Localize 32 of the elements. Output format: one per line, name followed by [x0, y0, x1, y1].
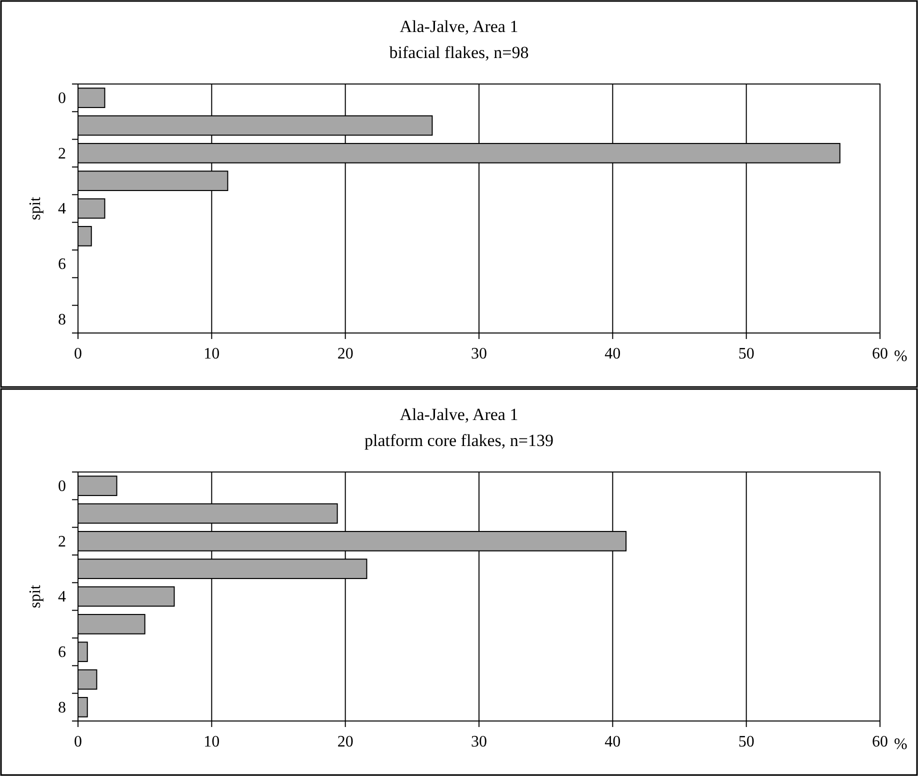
- x-tick-label: 50: [738, 345, 754, 362]
- x-tick-label: 10: [204, 733, 220, 750]
- x-tick-label: 20: [337, 733, 354, 750]
- y-axis-title: spit: [27, 196, 44, 220]
- y-tick-label: 4: [58, 588, 66, 606]
- y-tick-label: 4: [58, 200, 66, 218]
- x-tick-label: 40: [604, 345, 621, 362]
- y-tick-label: 0: [58, 90, 66, 107]
- x-axis-title: %: [894, 736, 908, 753]
- x-tick-label: 50: [738, 733, 754, 750]
- y-tick-label: 2: [58, 533, 66, 550]
- x-tick-label: 20: [337, 345, 354, 362]
- x-axis-title: %: [894, 348, 908, 365]
- x-tick-label: 40: [604, 733, 621, 750]
- x-tick-label: 0: [74, 733, 82, 750]
- y-tick-label: 8: [58, 699, 66, 716]
- x-tick-label: 30: [471, 733, 487, 750]
- chart-title: Ala-Jalve, Area 1: [400, 405, 518, 424]
- x-tick-label: 60: [872, 345, 888, 362]
- y-tick-label: 8: [58, 311, 66, 328]
- x-tick-label: 30: [471, 345, 487, 362]
- y-tick-label: 2: [58, 145, 66, 162]
- y-axis-title: spit: [27, 584, 44, 608]
- x-tick-label: 0: [74, 345, 82, 362]
- y-tick-label: 0: [58, 478, 66, 495]
- chart-subtitle: platform core flakes, n=139: [364, 431, 554, 450]
- y-tick-label: 6: [58, 644, 66, 661]
- y-tick-label: 6: [58, 256, 66, 273]
- x-tick-label: 10: [204, 345, 220, 362]
- x-tick-label: 60: [872, 733, 888, 750]
- chart-subtitle: bifacial flakes, n=98: [389, 43, 529, 62]
- chart-title: Ala-Jalve, Area 1: [400, 17, 518, 36]
